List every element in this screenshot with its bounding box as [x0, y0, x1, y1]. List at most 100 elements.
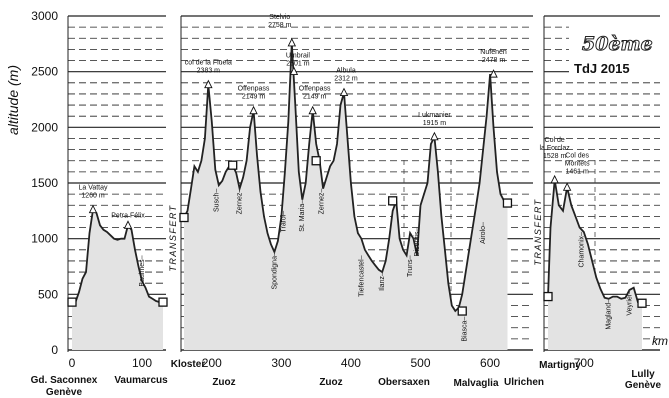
y-tick-label: 1000 — [31, 232, 58, 246]
x-tick-label: 300 — [271, 356, 291, 370]
pass-marker — [289, 66, 299, 76]
town-label: Veyrier — [627, 293, 634, 315]
x-tick-label: 400 — [341, 356, 361, 370]
chart-title: 50ème — [582, 33, 653, 55]
y-tick-label: 2000 — [31, 120, 58, 134]
stage-profile-line — [183, 42, 508, 313]
chart-subtitle: TdJ 2015 — [574, 61, 630, 76]
pass-name-label: Albula — [336, 68, 356, 75]
town-label: Zernez — [319, 192, 326, 214]
city-marker — [311, 156, 321, 166]
y-tick-label: 1500 — [31, 176, 58, 190]
town-label: Spondigna — [271, 256, 278, 290]
town-label: Disentis — [414, 231, 421, 256]
pass-marker — [249, 105, 258, 115]
pass-elevation-label: 2312 m — [334, 76, 358, 83]
x-tick-label: 700 — [574, 356, 594, 370]
city-label: Zuoz — [212, 377, 235, 388]
pass-name-label: Lukmanier — [418, 112, 451, 119]
stage-area — [548, 179, 642, 350]
pass-name-label: Col de — [545, 137, 565, 144]
pass-elevation-label: 2478 m — [482, 57, 506, 64]
pass-elevation-label: 1461 m — [565, 168, 589, 175]
badge-box — [569, 19, 661, 82]
city-marker — [158, 297, 168, 307]
pass-name-label: Stelvio — [269, 14, 290, 21]
pass-name-label: Montets — [565, 160, 590, 167]
city-label: Kloster — [171, 359, 206, 370]
city-marker — [388, 196, 398, 206]
pass-elevation-label: 2501 m — [286, 61, 310, 68]
stage-profile-line — [547, 179, 643, 305]
x-unit-label: km — [652, 334, 668, 348]
pass-marker — [339, 87, 349, 97]
x-tick-label: 500 — [410, 356, 430, 370]
city-marker — [637, 298, 647, 308]
town-label: Susch — [214, 192, 221, 212]
edition-badge: 50ème TdJ 2015 — [569, 19, 661, 82]
pass-name-label: La Vattay — [78, 185, 108, 192]
pass-elevation-label: 2758 m — [268, 22, 292, 29]
city-label: Malvaglia — [453, 378, 498, 389]
city-label: Lully — [631, 369, 655, 380]
city-marker — [543, 291, 553, 302]
pass-marker — [489, 69, 498, 78]
stage-area — [184, 42, 508, 351]
pass-name-label: Umbrail — [286, 53, 311, 60]
town-label: Chamonix — [578, 235, 585, 267]
city-label: Genève — [625, 380, 662, 391]
pass-name-label: Offenpass — [299, 86, 331, 93]
city-marker — [179, 212, 189, 223]
city-label: Vaumarcus — [114, 375, 168, 386]
pass-elevation-label: 1528 m — [543, 153, 567, 160]
pass-name-label: Nufenen — [480, 49, 507, 56]
pass-marker — [430, 131, 439, 141]
city-label: Gd. Saconnex — [31, 375, 98, 386]
town-label: Biasca — [461, 320, 468, 341]
transfer-label: TRANSFERT — [168, 204, 178, 271]
x-tick-label: 100 — [132, 356, 152, 370]
city-marker — [67, 297, 77, 307]
pass-marker — [550, 174, 559, 184]
pass-elevation-label: 1915 m — [423, 120, 447, 127]
pass-name-label: Offenpass — [238, 86, 270, 93]
x-tick-label: 200 — [202, 356, 222, 370]
pass-name-label: Col des — [565, 152, 589, 159]
town-label: Trafoi — [280, 214, 287, 232]
x-tick-label: 600 — [480, 356, 500, 370]
city-marker — [457, 306, 467, 316]
y-tick-label: 3000 — [31, 9, 58, 23]
elevation-areas — [67, 37, 647, 351]
y-tick-label: 500 — [38, 287, 58, 301]
pass-elevation-label: 1260 m — [81, 193, 105, 200]
stage-area — [72, 209, 163, 350]
city-marker — [228, 160, 238, 170]
y-axis-label: altitude (m) — [5, 65, 21, 135]
stage-profile-line — [72, 207, 163, 303]
pass-marker — [287, 37, 297, 47]
pass-marker — [204, 79, 213, 89]
pass-elevation-label: 2149 m — [303, 94, 327, 101]
pass-marker — [308, 105, 317, 115]
town-label: Airolo — [480, 226, 487, 244]
labels: 0 500 1000 1500 2000 2500 3000 altitude (m) 0 100… — [5, 9, 668, 398]
pass-marker — [88, 204, 98, 214]
pass-name-label: col de la Fluela — [185, 60, 232, 67]
town-label: Ilanz — [379, 276, 386, 291]
pass-name-label: Petra Félix — [111, 212, 145, 219]
city-label: Genève — [46, 387, 83, 398]
town-label: Baulmes — [139, 259, 146, 287]
pass-elevation-label: 2149 m — [242, 94, 266, 101]
y-tick-label: 0 — [51, 343, 58, 357]
transfer-label: TRANSFERT — [533, 198, 543, 265]
town-label: Magland — [606, 303, 613, 330]
pass-marker — [123, 220, 133, 229]
city-label: Martigny — [539, 360, 581, 371]
city-label: Ulrichen — [504, 377, 544, 388]
pass-elevation-label: 2383 m — [197, 68, 221, 75]
city-label: Zuoz — [319, 377, 342, 388]
town-label: Truns — [407, 259, 414, 277]
pass-name-label: la Forclaz — [539, 145, 570, 152]
town-label: Tiefencastel — [358, 259, 365, 297]
